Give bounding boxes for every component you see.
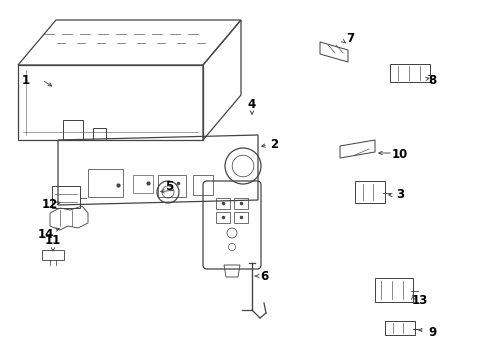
Text: 3: 3 bbox=[396, 189, 404, 202]
Bar bbox=[375, 278, 413, 302]
Text: 11: 11 bbox=[45, 234, 61, 247]
Text: 9: 9 bbox=[428, 327, 436, 339]
Bar bbox=[385, 321, 415, 335]
Text: 4: 4 bbox=[248, 98, 256, 111]
Bar bbox=[216, 198, 230, 208]
Bar bbox=[52, 186, 80, 208]
Bar bbox=[133, 175, 153, 193]
Text: 13: 13 bbox=[412, 293, 428, 306]
Text: 10: 10 bbox=[392, 148, 408, 162]
Text: 6: 6 bbox=[260, 270, 268, 283]
Text: 12: 12 bbox=[42, 198, 58, 211]
Bar bbox=[42, 250, 64, 260]
Text: 2: 2 bbox=[270, 139, 278, 152]
Bar bbox=[234, 198, 248, 208]
Bar bbox=[390, 64, 430, 82]
Text: 1: 1 bbox=[22, 73, 30, 86]
Bar bbox=[355, 181, 385, 203]
Bar bbox=[158, 175, 186, 197]
Text: 14: 14 bbox=[38, 229, 54, 242]
Bar bbox=[234, 211, 248, 222]
Bar bbox=[193, 175, 213, 195]
Text: 7: 7 bbox=[346, 32, 354, 45]
Bar bbox=[216, 211, 230, 222]
Bar bbox=[88, 169, 123, 197]
Text: 5: 5 bbox=[165, 180, 173, 193]
Text: 8: 8 bbox=[428, 75, 436, 87]
